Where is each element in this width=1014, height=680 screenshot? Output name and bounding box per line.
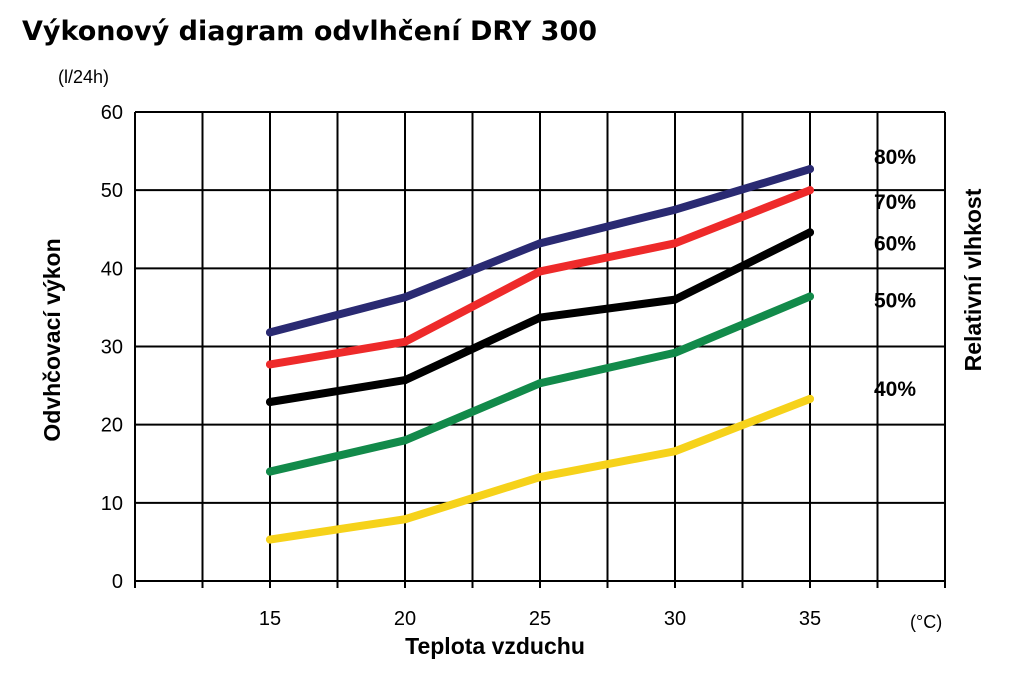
data-point bbox=[671, 295, 679, 304]
series-label: 70% bbox=[874, 191, 916, 214]
data-point bbox=[401, 515, 409, 524]
series-label: 60% bbox=[874, 232, 916, 255]
data-point bbox=[806, 394, 814, 403]
x-tick-label: 30 bbox=[664, 608, 686, 630]
data-point bbox=[401, 337, 409, 346]
x-tick-label: 25 bbox=[529, 608, 551, 630]
data-point bbox=[536, 239, 544, 248]
series-label: 40% bbox=[874, 378, 916, 401]
series-lines bbox=[266, 165, 814, 544]
data-point bbox=[536, 379, 544, 388]
x-tick-label: 20 bbox=[394, 608, 416, 630]
x-tick-label: 35 bbox=[799, 608, 821, 630]
y-tick-label: 60 bbox=[101, 102, 123, 124]
x-tick-label: 15 bbox=[259, 608, 281, 630]
data-point bbox=[806, 165, 814, 174]
y-tick-label: 20 bbox=[101, 415, 123, 437]
chart-title: Výkonový diagram odvlhčení DRY 300 bbox=[22, 16, 597, 47]
y-tick-label: 10 bbox=[101, 493, 123, 515]
grid bbox=[134, 111, 946, 588]
data-point bbox=[806, 228, 814, 237]
data-point bbox=[401, 293, 409, 302]
y-unit: (l/24h) bbox=[58, 67, 109, 87]
x-axis-title: Teplota vzduchu bbox=[405, 633, 585, 659]
data-point bbox=[401, 376, 409, 385]
y-tick-label: 40 bbox=[101, 258, 123, 280]
data-point bbox=[266, 467, 274, 476]
y-tick-label: 30 bbox=[101, 337, 123, 359]
series-label: 50% bbox=[874, 289, 916, 312]
data-point bbox=[266, 360, 274, 369]
y-tick-labels: 0 10 20 30 40 50 60 bbox=[101, 102, 123, 593]
data-point bbox=[536, 267, 544, 276]
data-point bbox=[671, 239, 679, 248]
series-label: 80% bbox=[874, 146, 916, 169]
series-labels: 80% 70% 60% 50% 40% bbox=[874, 146, 916, 401]
data-point bbox=[806, 186, 814, 195]
data-point bbox=[266, 328, 274, 337]
data-point bbox=[671, 447, 679, 456]
data-point bbox=[806, 292, 814, 301]
right-axis-title: Relativní vlhkost bbox=[960, 188, 986, 371]
data-point bbox=[266, 535, 274, 544]
data-point bbox=[401, 436, 409, 445]
data-point bbox=[266, 397, 274, 406]
data-point bbox=[671, 348, 679, 357]
data-point bbox=[536, 473, 544, 482]
y-axis-title: Odvhčovací výkon bbox=[39, 238, 65, 441]
data-point bbox=[536, 313, 544, 322]
y-tick-label: 50 bbox=[101, 180, 123, 202]
x-unit: (°C) bbox=[910, 612, 942, 632]
data-point bbox=[671, 205, 679, 214]
y-tick-label: 0 bbox=[112, 571, 123, 593]
x-tick-labels: 15 20 25 30 35 bbox=[259, 608, 821, 630]
